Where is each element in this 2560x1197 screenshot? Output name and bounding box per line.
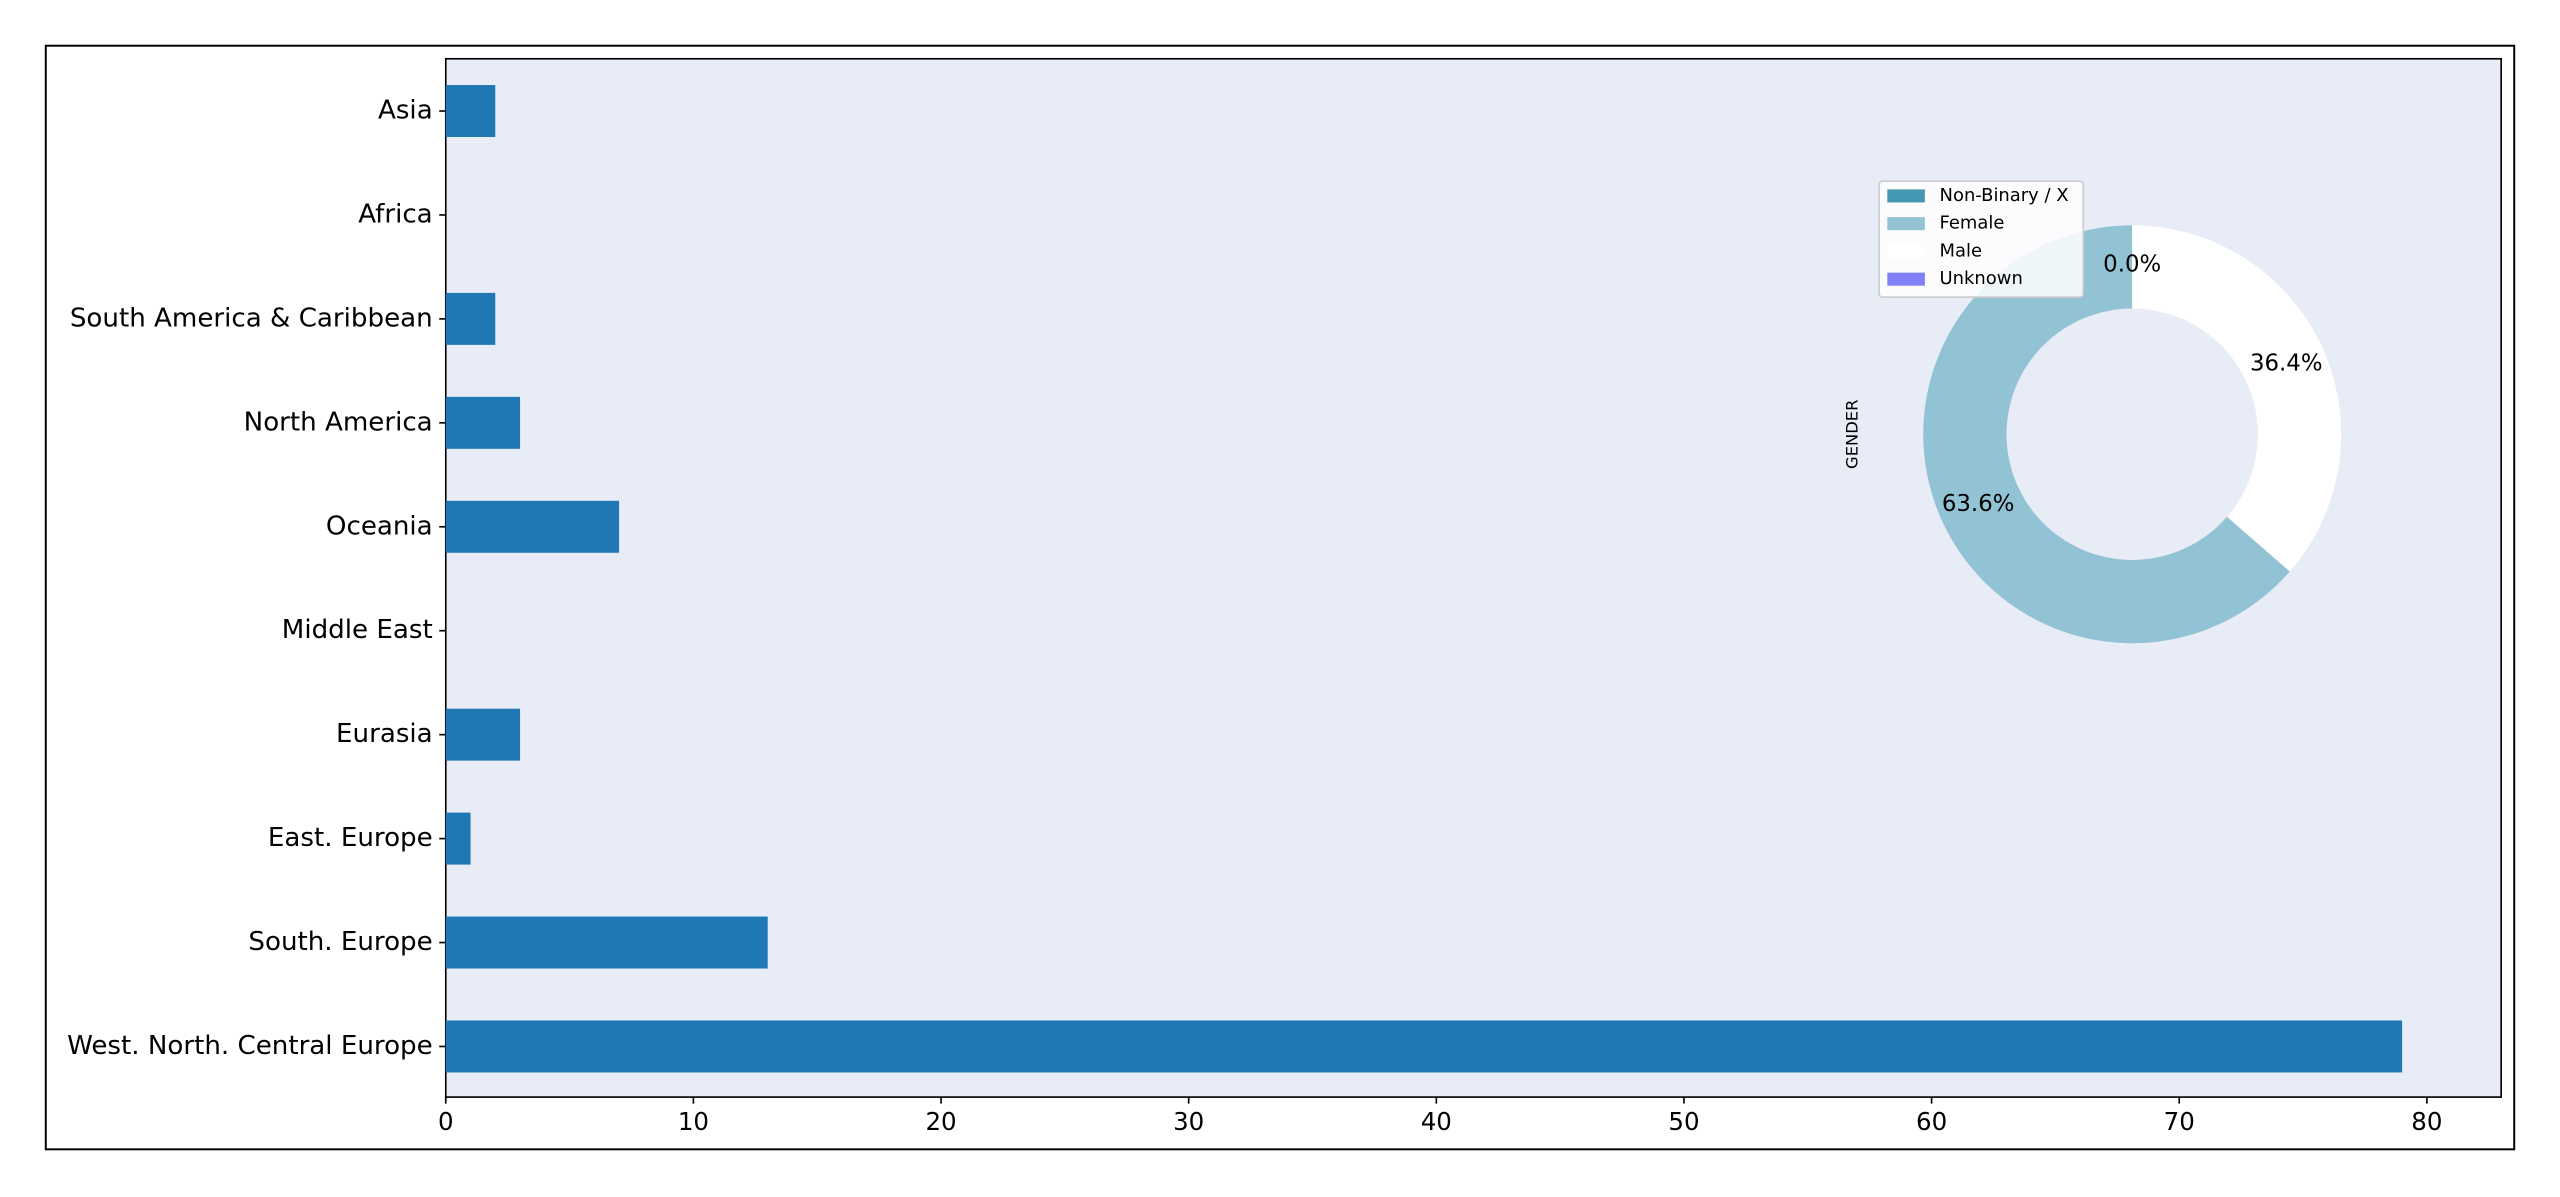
legend-swatch bbox=[1887, 244, 1925, 258]
x-tick-label: 80 bbox=[2411, 1107, 2442, 1136]
bar bbox=[445, 85, 496, 137]
bar bbox=[445, 916, 768, 969]
y-tick-label: South America & Caribbean bbox=[70, 303, 433, 333]
x-tick-label: 40 bbox=[1421, 1107, 1452, 1136]
y-tick-label: Asia bbox=[378, 96, 433, 126]
y-tick-label: South. Europe bbox=[248, 927, 432, 957]
y-tick-label: Oceania bbox=[326, 511, 433, 541]
y-tick-label: North America bbox=[244, 407, 433, 437]
y-tick-label: West. North. Central Europe bbox=[67, 1031, 433, 1061]
pie-value-label: 36.4% bbox=[2250, 351, 2323, 377]
legend-box bbox=[1878, 180, 2085, 298]
legend-swatch bbox=[1887, 272, 1925, 286]
pie-ylabel: GENDER bbox=[1843, 400, 1862, 469]
x-tick-label: 50 bbox=[1668, 1107, 1699, 1136]
y-tick-label: East. Europe bbox=[268, 823, 433, 853]
bar bbox=[445, 1020, 2403, 1073]
legend-label: Male bbox=[1940, 240, 1983, 261]
pie-wedge bbox=[1923, 225, 2290, 644]
x-tick-label: 10 bbox=[678, 1107, 709, 1136]
bar bbox=[445, 292, 496, 345]
legend-swatch bbox=[1887, 189, 1925, 203]
marks: 0 10 20 30 40 50 60 70 80 Asia Africa South America… bbox=[67, 85, 2442, 1136]
legend-label: Unknown bbox=[1940, 268, 2023, 289]
pie-value-label: 0.0% bbox=[2103, 251, 2161, 277]
bar bbox=[445, 396, 521, 449]
x-tick-label: 0 bbox=[438, 1107, 454, 1136]
pie-value-label: 63.6% bbox=[1942, 491, 2015, 517]
y-tick-label: Middle East bbox=[282, 615, 433, 645]
x-tick-label: 60 bbox=[1916, 1107, 1947, 1136]
legend-label: Female bbox=[1940, 213, 2005, 234]
x-tick-label: 70 bbox=[2164, 1107, 2195, 1136]
x-tick-label: 30 bbox=[1173, 1107, 1204, 1136]
pie-wedge bbox=[2132, 225, 2342, 572]
y-tick-label: Africa bbox=[358, 199, 432, 229]
legend-label: Non-Binary / X bbox=[1940, 185, 2069, 206]
legend-swatch bbox=[1887, 217, 1925, 231]
bar bbox=[445, 812, 471, 865]
bar bbox=[445, 500, 620, 553]
y-tick-label: Eurasia bbox=[336, 719, 433, 749]
bar bbox=[445, 708, 521, 761]
x-tick-label: 20 bbox=[925, 1107, 956, 1136]
